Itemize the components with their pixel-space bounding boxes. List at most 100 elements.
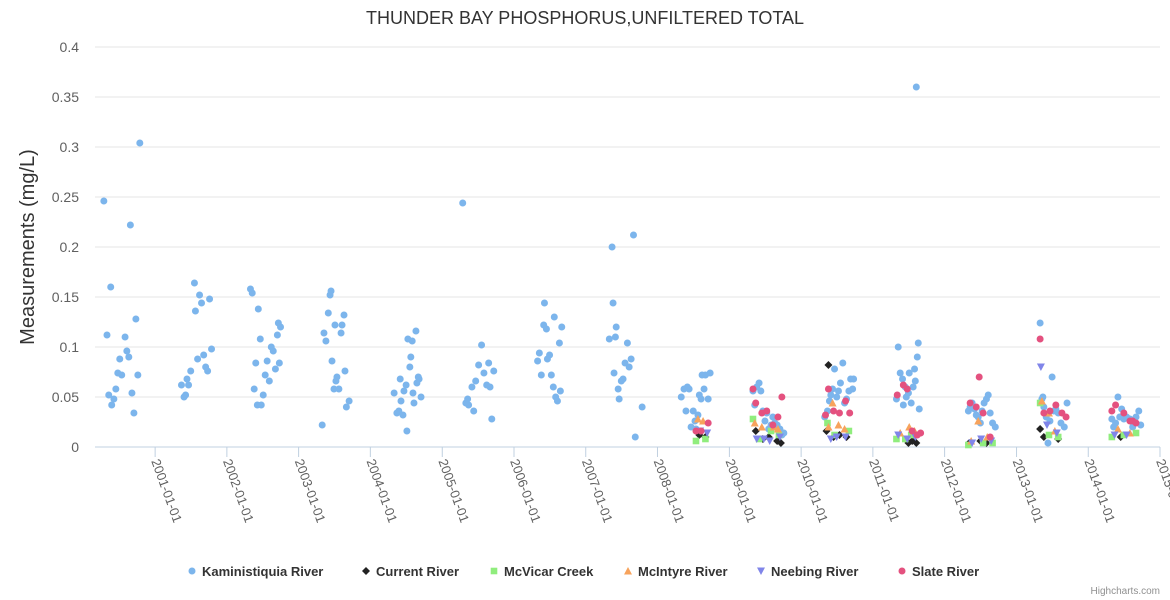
data-point[interactable] <box>907 399 915 407</box>
data-point[interactable] <box>399 411 407 419</box>
data-point[interactable] <box>903 385 911 393</box>
data-point[interactable] <box>550 313 558 321</box>
data-point[interactable] <box>752 435 761 444</box>
data-point[interactable] <box>831 365 839 373</box>
legend-item[interactable]: Neebing River <box>757 564 858 579</box>
data-point[interactable] <box>465 401 473 409</box>
data-point[interactable] <box>704 419 712 427</box>
data-point[interactable] <box>273 331 281 339</box>
legend-item[interactable]: McIntyre River <box>624 564 728 579</box>
data-point[interactable] <box>261 371 269 379</box>
data-point[interactable] <box>1045 431 1053 439</box>
data-point[interactable] <box>108 401 116 409</box>
data-point[interactable] <box>845 427 853 435</box>
data-point[interactable] <box>833 393 841 401</box>
data-point[interactable] <box>697 395 705 403</box>
data-point[interactable] <box>403 427 411 435</box>
data-point[interactable] <box>693 415 702 423</box>
data-point[interactable] <box>629 231 637 239</box>
data-point[interactable] <box>1048 373 1056 381</box>
data-point[interactable] <box>134 371 142 379</box>
data-point[interactable] <box>558 323 566 331</box>
data-point[interactable] <box>549 383 557 391</box>
data-point[interactable] <box>826 435 835 444</box>
data-point[interactable] <box>631 433 639 441</box>
data-point[interactable] <box>911 377 919 385</box>
data-point[interactable] <box>1062 413 1070 421</box>
data-point[interactable] <box>984 391 992 399</box>
data-point[interactable] <box>121 333 129 341</box>
data-point[interactable] <box>485 359 493 367</box>
data-point[interactable] <box>1063 399 1071 407</box>
data-point[interactable] <box>912 439 921 447</box>
data-point[interactable] <box>123 347 131 355</box>
data-point[interactable] <box>827 391 835 399</box>
data-point[interactable] <box>761 417 769 425</box>
data-point[interactable] <box>828 399 837 407</box>
data-point[interactable] <box>182 391 190 399</box>
data-point[interactable] <box>136 139 144 147</box>
data-point[interactable] <box>1052 429 1061 438</box>
data-point[interactable] <box>619 375 627 383</box>
data-point[interactable] <box>1040 409 1048 417</box>
data-point[interactable] <box>755 435 763 443</box>
data-point[interactable] <box>1110 431 1119 440</box>
legend-symbol[interactable] <box>188 567 196 575</box>
legend-symbol[interactable] <box>898 567 906 575</box>
data-point[interactable] <box>899 375 907 383</box>
legend-item[interactable]: McVicar Creek <box>490 564 594 579</box>
legend-symbol[interactable] <box>362 567 370 575</box>
data-point[interactable] <box>850 375 858 383</box>
data-point[interactable] <box>832 433 841 442</box>
data-point[interactable] <box>991 423 999 431</box>
data-point[interactable] <box>915 405 923 413</box>
data-point[interactable] <box>187 367 195 375</box>
data-point[interactable] <box>118 371 126 379</box>
data-point[interactable] <box>204 367 212 375</box>
data-point[interactable] <box>196 291 204 299</box>
data-point[interactable] <box>1060 423 1068 431</box>
data-point[interactable] <box>333 373 341 381</box>
data-point[interactable] <box>905 369 913 377</box>
data-point[interactable] <box>839 359 847 367</box>
data-point[interactable] <box>908 427 916 435</box>
data-point[interactable] <box>105 391 113 399</box>
data-point[interactable] <box>396 375 404 383</box>
data-point[interactable] <box>327 287 335 295</box>
data-point[interactable] <box>612 323 620 331</box>
data-point[interactable] <box>340 311 348 319</box>
data-point[interactable] <box>627 355 635 363</box>
data-point[interactable] <box>537 371 545 379</box>
data-point[interactable] <box>608 243 616 251</box>
data-point[interactable] <box>1042 421 1051 430</box>
data-point[interactable] <box>1135 407 1143 415</box>
data-point[interactable] <box>322 337 330 345</box>
data-point[interactable] <box>107 283 115 291</box>
data-point[interactable] <box>547 371 555 379</box>
data-point[interactable] <box>470 407 478 415</box>
data-point[interactable] <box>692 437 700 445</box>
data-point[interactable] <box>345 397 353 405</box>
data-point[interactable] <box>625 363 633 371</box>
data-point[interactable] <box>824 419 831 427</box>
data-point[interactable] <box>824 385 832 393</box>
data-point[interactable] <box>979 439 987 447</box>
data-point[interactable] <box>408 337 416 345</box>
data-point[interactable] <box>337 329 345 337</box>
data-point[interactable] <box>555 339 563 347</box>
data-point[interactable] <box>130 409 138 417</box>
data-point[interactable] <box>979 409 987 417</box>
data-point[interactable] <box>116 355 124 363</box>
data-point[interactable] <box>702 435 709 443</box>
data-point[interactable] <box>1132 429 1140 437</box>
data-point[interactable] <box>400 387 408 395</box>
data-point[interactable] <box>893 391 901 399</box>
data-point[interactable] <box>700 385 708 393</box>
data-point[interactable] <box>191 307 199 315</box>
data-point[interactable] <box>751 427 760 435</box>
data-point[interactable] <box>535 349 543 357</box>
data-point[interactable] <box>914 339 922 347</box>
data-point[interactable] <box>409 389 417 397</box>
data-point[interactable] <box>1113 425 1122 433</box>
data-point[interactable] <box>397 397 405 405</box>
